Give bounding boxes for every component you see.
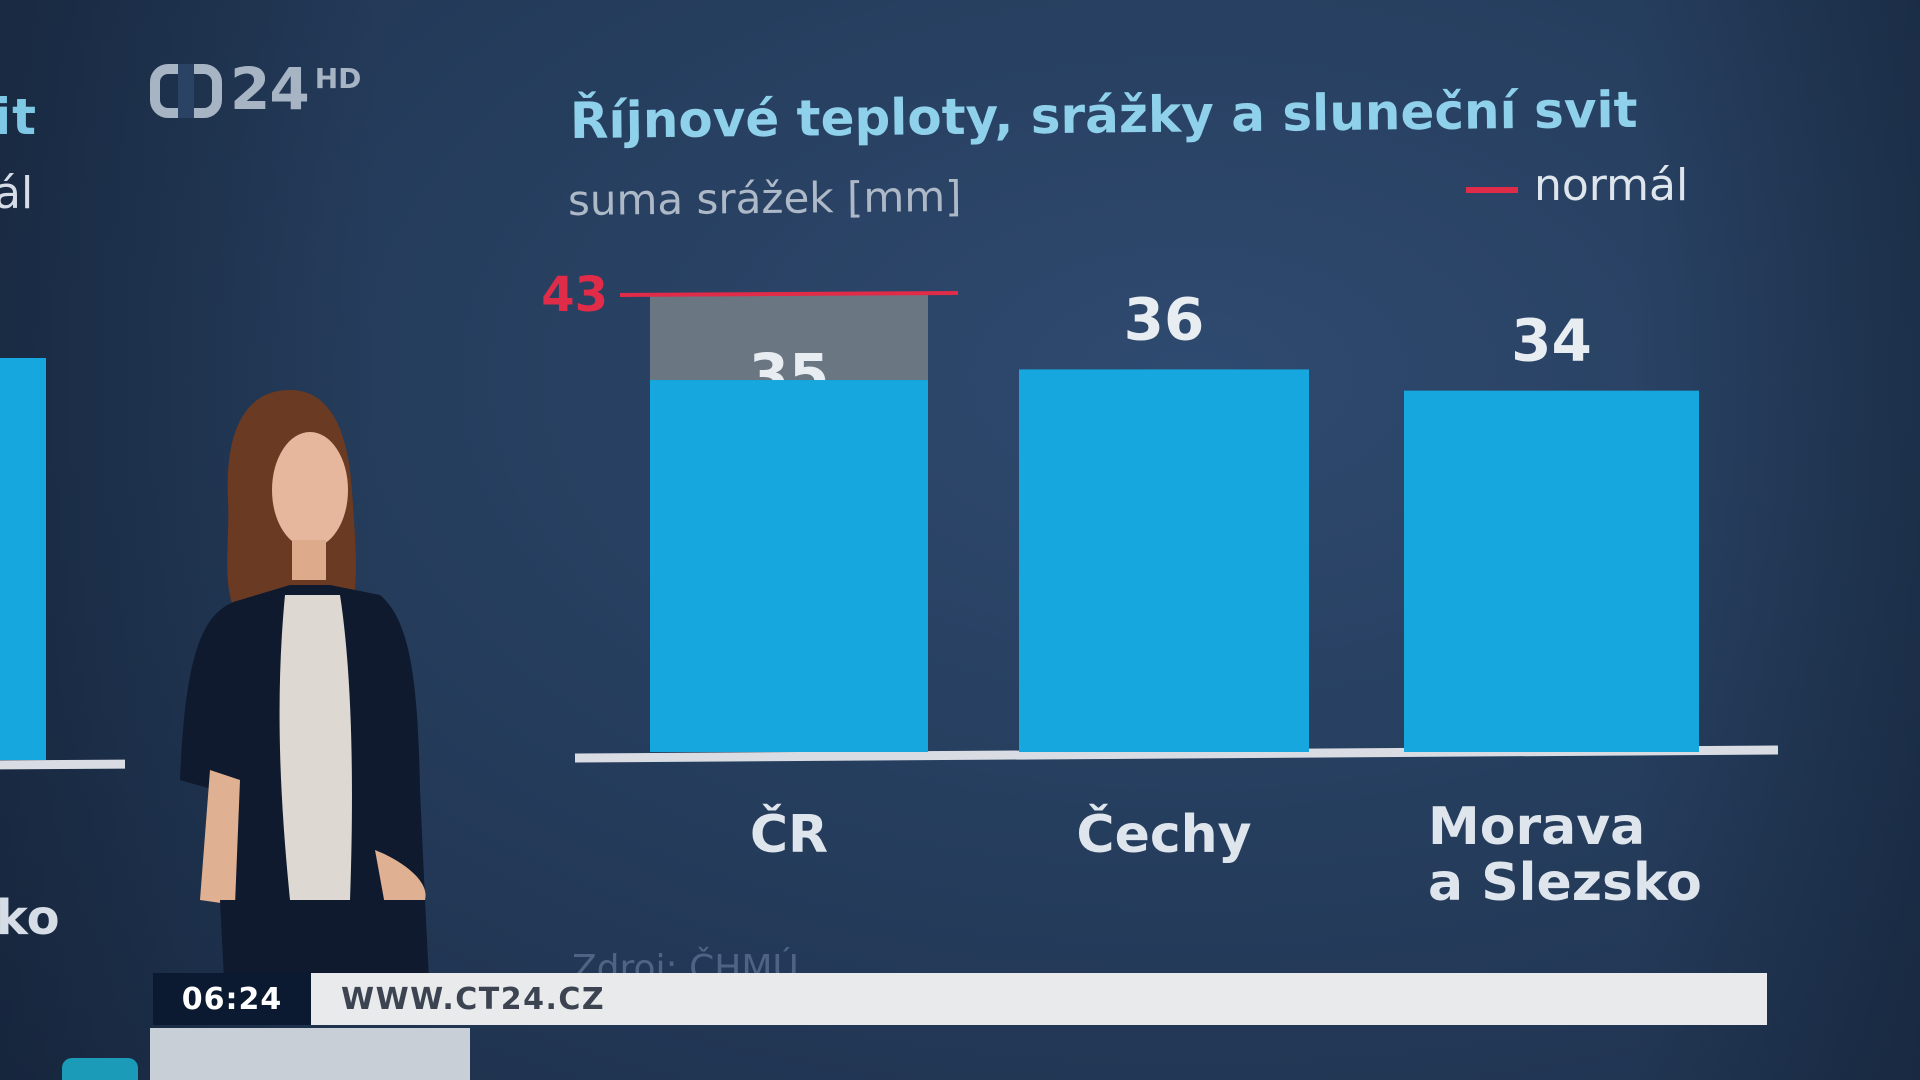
legend-normal-swatch [1466, 186, 1518, 193]
desk-cup [62, 1058, 138, 1080]
ticker-website: WWW.CT24.CZ [341, 981, 606, 1017]
ct24-logo: 24 HD [150, 58, 361, 120]
normal-fill-bar [650, 295, 928, 381]
category-label: ČR [750, 803, 828, 865]
lower-third-ticker: 06:24 WWW.CT24.CZ [153, 973, 1767, 1025]
presenter-figure [180, 390, 430, 1000]
logo-number: 24 [230, 55, 310, 123]
category-label: a Slezsko [1428, 853, 1702, 913]
studio-desk [150, 1028, 470, 1080]
bar-value-label: 34 [1511, 307, 1592, 375]
normal-line [619, 291, 959, 297]
ct-logo-icon [150, 64, 222, 118]
left-panel-label-fragment: ko [0, 890, 60, 946]
left-panel-bar [0, 358, 46, 760]
normal-value-label: 43 [541, 267, 608, 323]
category-label: Morava [1428, 797, 1645, 857]
logo-hd-badge: HD [314, 62, 362, 95]
ticker-clock: 06:24 [153, 973, 311, 1025]
left-panel-legend-fragment: ál [0, 168, 34, 219]
legend-normal-label: normál [1534, 160, 1689, 211]
bar-1 [1019, 369, 1309, 752]
bar-0 [650, 380, 928, 752]
bar-2 [1404, 390, 1699, 752]
left-panel-title-fragment: it [0, 88, 38, 146]
bar-value-label: 36 [1124, 285, 1205, 353]
category-label: Čechy [1076, 803, 1251, 865]
chart-legend: normál [1466, 160, 1688, 211]
